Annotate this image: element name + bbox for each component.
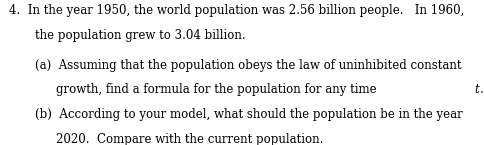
Text: (a)  Assuming that the population obeys the law of uninhibited constant: (a) Assuming that the population obeys t… bbox=[35, 59, 461, 72]
Text: growth, find a formula for the population for any time: growth, find a formula for the populatio… bbox=[56, 83, 380, 96]
Text: .: . bbox=[480, 83, 484, 96]
Text: t: t bbox=[474, 83, 479, 96]
Text: (b)  According to your model, what should the population be in the year: (b) According to your model, what should… bbox=[35, 108, 463, 121]
Text: 4.  In the year 1950, the world population was 2.56 billion people.   In 1960,: 4. In the year 1950, the world populatio… bbox=[9, 4, 464, 17]
Text: 2020.  Compare with the current population.: 2020. Compare with the current populatio… bbox=[56, 133, 323, 145]
Text: the population grew to 3.04 billion.: the population grew to 3.04 billion. bbox=[35, 29, 245, 42]
